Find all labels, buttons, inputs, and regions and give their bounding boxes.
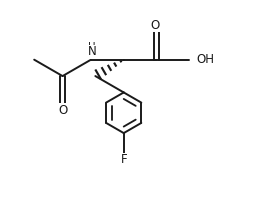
Text: F: F bbox=[120, 153, 127, 167]
Text: H: H bbox=[88, 42, 96, 52]
Text: O: O bbox=[58, 104, 67, 117]
Text: N: N bbox=[88, 45, 96, 58]
Text: OH: OH bbox=[197, 53, 214, 66]
Text: O: O bbox=[150, 19, 160, 32]
